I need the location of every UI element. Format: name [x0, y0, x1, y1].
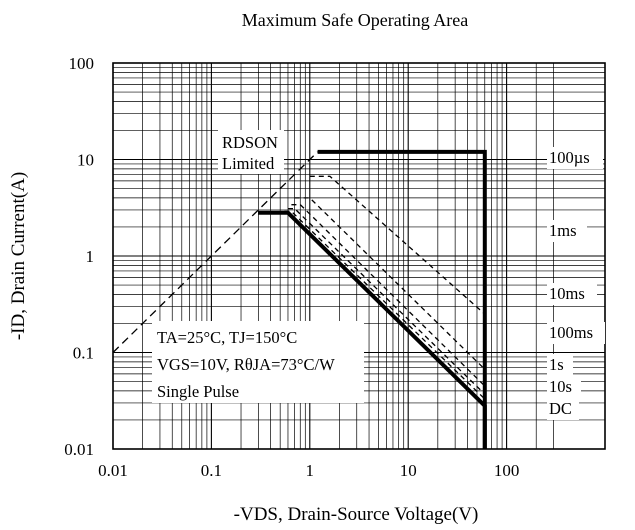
- curves: [112, 149, 487, 449]
- y-tick-label: 0.01: [64, 440, 94, 459]
- x-tick-label: 10: [400, 461, 417, 480]
- conditions-line2: VGS=10V, RθJA=73°C/W: [157, 355, 335, 374]
- x-tick-label: 1: [306, 461, 315, 480]
- curve-dc: [258, 210, 487, 449]
- x-axis-label: -VDS, Drain-Source Voltage(V): [234, 504, 479, 525]
- curve-1s: [288, 207, 486, 395]
- x-tick-labels: 0.01 0.1 1 10 100: [98, 461, 519, 480]
- label-10ms: 10ms: [549, 284, 585, 303]
- curve-1ms: [309, 175, 486, 315]
- y-tick-label: 1: [86, 247, 95, 266]
- label-1ms: 1ms: [549, 221, 577, 240]
- x-tick-label: 0.01: [98, 461, 128, 480]
- conditions-line1: TA=25°C, TJ=150°C: [157, 328, 297, 347]
- label-1s: 1s: [549, 355, 564, 374]
- curve-rdson-limited: [112, 151, 319, 353]
- curve-100-s: [317, 149, 487, 449]
- y-tick-label: 0.1: [73, 344, 94, 363]
- curve-100ms: [291, 204, 486, 387]
- rdson-label-line2: Limited: [222, 154, 275, 173]
- conditions-box: TA=25°C, TJ=150°C VGS=10V, RθJA=73°C/W S…: [152, 321, 364, 403]
- curve-labels: 100µs 1ms 10ms 100ms 1s 10s DC: [547, 147, 605, 420]
- plot-frame: [112, 62, 606, 450]
- x-tick-label: 0.1: [201, 461, 222, 480]
- rdson-label-line1: RDSON: [222, 133, 278, 152]
- label-dc: DC: [549, 399, 572, 418]
- label-10s: 10s: [549, 377, 572, 396]
- label-100ms: 100ms: [549, 323, 593, 342]
- label-100us: 100µs: [549, 148, 590, 167]
- y-axis-label: -ID, Drain Current(A): [8, 172, 29, 340]
- y-tick-label: 100: [69, 54, 95, 73]
- y-tick-label: 10: [77, 151, 94, 170]
- conditions-line3: Single Pulse: [157, 382, 239, 401]
- x-tick-label: 100: [494, 461, 520, 480]
- y-tick-labels: 0.01 0.1 1 10 100: [64, 54, 94, 459]
- rdson-box: RDSON Limited: [218, 130, 284, 174]
- chart-title: Maximum Safe Operating Area: [242, 10, 468, 30]
